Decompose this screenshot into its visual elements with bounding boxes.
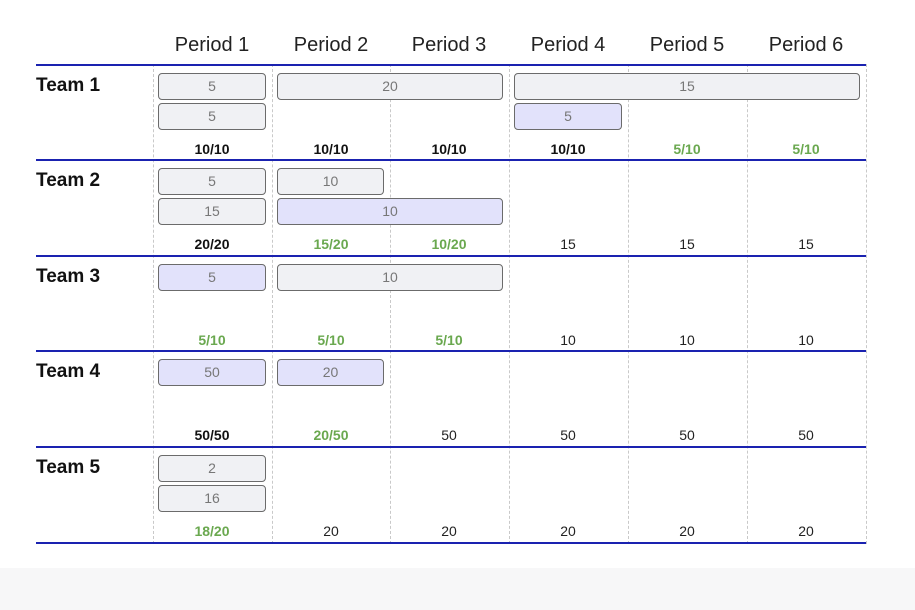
period-header-2: Period 2: [293, 34, 369, 56]
period-header-4: Period 4: [530, 34, 606, 56]
period-total: 15: [560, 236, 576, 252]
period-total: 10: [679, 332, 695, 348]
column-divider: [390, 64, 391, 544]
row-divider: [36, 350, 866, 352]
period-total: 5/10: [435, 332, 463, 348]
period-total: 15: [798, 236, 814, 252]
row-divider: [36, 446, 866, 448]
period-total: 20: [798, 523, 814, 539]
period-total: 20: [560, 523, 576, 539]
period-total: 5/10: [792, 141, 820, 157]
period-total: 5/10: [673, 141, 701, 157]
period-total: 50: [441, 427, 457, 443]
period-total: 20: [441, 523, 457, 539]
period-total: 5/10: [317, 332, 345, 348]
row-divider: [36, 64, 866, 66]
period-total: 50: [560, 427, 576, 443]
period-total: 20/50: [313, 427, 349, 443]
allocation-bar[interactable]: 5: [158, 168, 266, 195]
row-divider: [36, 255, 866, 257]
period-total: 10: [798, 332, 814, 348]
allocation-bar[interactable]: 10: [277, 264, 503, 291]
column-divider: [153, 64, 154, 544]
period-total: 15/20: [313, 236, 349, 252]
team-label-4: Team 4: [36, 361, 101, 382]
team-label-2: Team 2: [36, 170, 101, 191]
allocation-bar[interactable]: 15: [158, 198, 266, 225]
allocation-bar[interactable]: 10: [277, 198, 503, 225]
column-divider: [509, 64, 510, 544]
period-total: 10: [560, 332, 576, 348]
allocation-bar[interactable]: 50: [158, 359, 266, 386]
period-total: 10/10: [550, 141, 586, 157]
period-total: 10/10: [313, 141, 349, 157]
column-divider: [866, 64, 867, 544]
team-label-3: Team 3: [36, 266, 101, 287]
period-total: 20: [323, 523, 339, 539]
period-total: 20: [679, 523, 695, 539]
row-divider: [36, 542, 866, 544]
allocation-bar[interactable]: 10: [277, 168, 384, 195]
allocation-bar[interactable]: 2: [158, 455, 266, 482]
allocation-bar[interactable]: 5: [158, 103, 266, 130]
row-divider: [36, 159, 866, 161]
allocation-bar[interactable]: 15: [514, 73, 860, 100]
column-divider: [628, 64, 629, 544]
period-total: 18/20: [194, 523, 230, 539]
period-header-1: Period 1: [174, 34, 250, 56]
footer-band: [0, 568, 915, 610]
period-total: 10/10: [194, 141, 230, 157]
team-label-5: Team 5: [36, 457, 101, 478]
period-total: 10/10: [431, 141, 467, 157]
period-header-5: Period 5: [649, 34, 725, 56]
period-total: 50/50: [194, 427, 230, 443]
period-header-6: Period 6: [768, 34, 844, 56]
allocation-bar[interactable]: 5: [158, 73, 266, 100]
period-total: 50: [679, 427, 695, 443]
period-total: 20/20: [194, 236, 230, 252]
allocation-bar[interactable]: 20: [277, 73, 503, 100]
period-total: 5/10: [198, 332, 226, 348]
column-divider: [272, 64, 273, 544]
allocation-bar[interactable]: 5: [514, 103, 622, 130]
allocation-bar[interactable]: 16: [158, 485, 266, 512]
column-divider: [747, 64, 748, 544]
allocation-bar[interactable]: 20: [277, 359, 384, 386]
schedule-grid: Period 1 Period 2 Period 3 Period 4 Period 5…: [36, 34, 867, 544]
period-total: 15: [679, 236, 695, 252]
team-label-1: Team 1: [36, 75, 101, 96]
allocation-bar[interactable]: 5: [158, 264, 266, 291]
period-header-3: Period 3: [411, 34, 487, 56]
period-total: 50: [798, 427, 814, 443]
period-total: 10/20: [431, 236, 467, 252]
